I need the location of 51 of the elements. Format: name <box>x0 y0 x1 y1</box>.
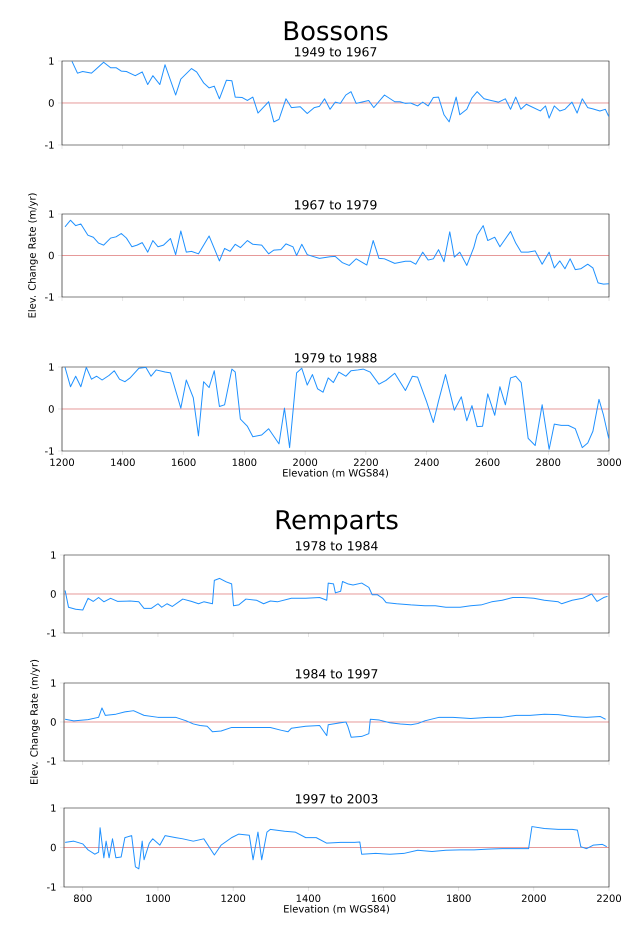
chart-title: 1979 to 1988 <box>294 353 377 362</box>
chart-title: Remparts <box>276 510 398 534</box>
x-tick-label: 1200 <box>222 894 246 902</box>
y-axis-title: Elev. Change Rate (m/yr) <box>28 193 38 318</box>
x-tick-label: 2000 <box>293 458 318 466</box>
x-tick-label: 2000 <box>522 894 546 902</box>
x-tick-label: 800 <box>74 894 92 902</box>
x-tick-label: 1400 <box>111 458 135 466</box>
chart-title: 1997 to 2003 <box>296 794 378 804</box>
x-tick-label: 1800 <box>447 894 471 902</box>
x-tick-label: 1600 <box>372 894 396 902</box>
y-tick-label: 1 <box>51 679 56 687</box>
y-tick-label: 0 <box>48 99 54 107</box>
x-tick-label: 1600 <box>172 458 196 466</box>
chart-title: Bossons <box>284 21 388 40</box>
x-tick-label: 3000 <box>597 458 622 466</box>
chart-subtitle: 1949 to 1967 <box>294 47 376 56</box>
y-tick-label: 0 <box>50 844 56 852</box>
y-tick-label: -1 <box>47 757 56 765</box>
y-tick-label: -1 <box>45 141 54 149</box>
y-tick-label: 0 <box>50 590 56 598</box>
y-tick-label: 1 <box>51 551 56 559</box>
y-tick-label: 1 <box>49 210 54 218</box>
y-axis-title: Elev. Change Rate (m/yr) <box>30 660 40 784</box>
x-tick-label: 1000 <box>146 894 170 902</box>
y-tick-label: 1 <box>51 804 56 812</box>
y-tick-label: -1 <box>47 629 56 637</box>
y-tick-label: -1 <box>45 293 54 301</box>
line-series <box>64 578 608 610</box>
y-tick-label: 1 <box>49 57 54 65</box>
y-tick-label: -1 <box>45 447 54 455</box>
y-tick-label: 0 <box>48 252 54 260</box>
x-tick-label: 1200 <box>50 458 74 466</box>
line-series <box>64 366 610 450</box>
x-tick-label: 1400 <box>296 894 320 902</box>
line-series <box>64 220 610 285</box>
y-tick-label: 0 <box>50 718 56 726</box>
x-tick-label: 2600 <box>476 458 500 466</box>
x-axis-title: Elevation (m WGS84) <box>284 904 389 914</box>
x-tick-label: 2200 <box>354 458 378 466</box>
x-tick-label: 2200 <box>597 894 622 902</box>
chart-title: 1967 to 1979 <box>294 200 376 210</box>
x-tick-label: 2800 <box>536 458 560 466</box>
y-tick-label: 0 <box>48 405 54 413</box>
y-tick-label: -1 <box>47 883 56 891</box>
x-tick-label: 1800 <box>232 458 256 466</box>
x-tick-label: 2400 <box>414 458 439 466</box>
chart-subtitle: 1978 to 1984 <box>296 541 378 550</box>
x-axis-title: Elevation (m WGS84) <box>283 468 388 478</box>
y-tick-label: 1 <box>49 363 54 371</box>
chart-title: 1984 to 1997 <box>296 669 378 678</box>
